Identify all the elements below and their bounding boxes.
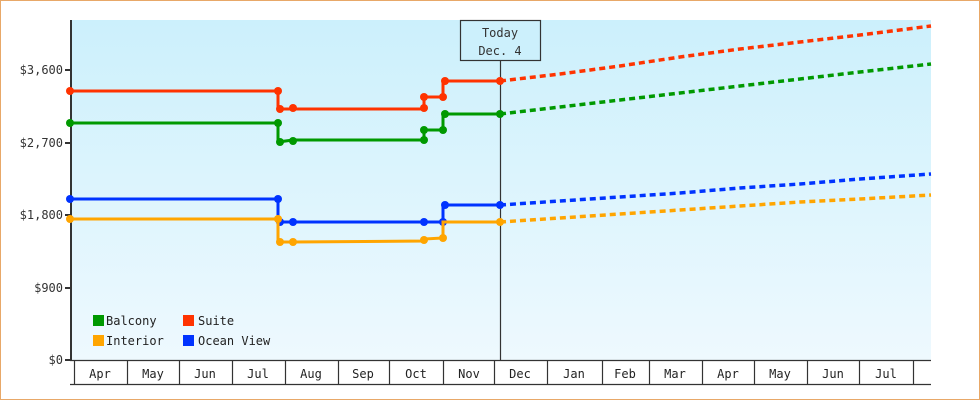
data-point[interactable] <box>496 201 504 209</box>
data-point[interactable] <box>420 93 428 101</box>
today-marker: Today Dec. 4 <box>459 19 542 360</box>
x-tick-label: Dec <box>509 367 531 381</box>
x-tick-labels: Apr May Jun Jul Aug Sep Oct Nov Dec Jan … <box>89 367 897 381</box>
series-ocean-view <box>66 172 932 226</box>
data-point[interactable] <box>274 195 282 203</box>
series-balcony <box>66 62 932 146</box>
data-point[interactable] <box>289 238 297 246</box>
legend-label: Interior <box>106 334 164 348</box>
data-point[interactable] <box>289 218 297 226</box>
data-point[interactable] <box>496 218 504 226</box>
legend-item-interior[interactable]: Interior <box>93 334 164 348</box>
data-point[interactable] <box>441 201 449 209</box>
y-tick-label: $900 <box>34 281 63 295</box>
x-tick-label: Feb <box>614 367 636 381</box>
legend: Balcony Suite Interior Ocean View <box>93 314 271 348</box>
data-point[interactable] <box>274 87 282 95</box>
data-point[interactable] <box>276 138 284 146</box>
data-point[interactable] <box>66 87 74 95</box>
legend-label: Ocean View <box>198 334 271 348</box>
data-point[interactable] <box>439 93 447 101</box>
data-point[interactable] <box>66 215 74 223</box>
legend-item-suite[interactable]: Suite <box>183 314 234 328</box>
x-tick-label: Apr <box>89 367 111 381</box>
x-tick-label: Apr <box>717 367 739 381</box>
data-point[interactable] <box>289 137 297 145</box>
x-tick-label: Jul <box>247 367 269 381</box>
legend-swatch-icon <box>183 335 194 346</box>
legend-swatch-icon <box>93 335 104 346</box>
legend-label: Balcony <box>106 314 157 328</box>
data-point[interactable] <box>441 110 449 118</box>
data-point[interactable] <box>276 105 284 113</box>
x-tick-label: Nov <box>458 367 480 381</box>
data-point[interactable] <box>276 238 284 246</box>
data-point[interactable] <box>439 126 447 134</box>
data-point[interactable] <box>420 136 428 144</box>
series-suite <box>66 24 932 113</box>
x-tick-label: Jun <box>194 367 216 381</box>
y-tick-label: $3,600 <box>20 63 63 77</box>
data-point[interactable] <box>420 218 428 226</box>
y-axis: $0 $900 $1,800 $2,700 $3,600 <box>20 20 72 367</box>
data-point[interactable] <box>274 215 282 223</box>
x-tick-label: Oct <box>405 367 427 381</box>
x-tick-label: Jan <box>563 367 585 381</box>
x-tick-label: Jun <box>822 367 844 381</box>
x-tick-label: May <box>769 367 791 381</box>
y-tick-label: $2,700 <box>20 136 63 150</box>
data-point[interactable] <box>420 126 428 134</box>
data-point[interactable] <box>496 77 504 85</box>
legend-swatch-icon <box>93 315 104 326</box>
data-point[interactable] <box>420 104 428 112</box>
y-tick-label: $0 <box>49 353 63 367</box>
y-tick-label: $1,800 <box>20 208 63 222</box>
x-tick-label: Aug <box>300 367 322 381</box>
data-point[interactable] <box>420 236 428 244</box>
legend-item-balcony[interactable]: Balcony <box>93 314 157 328</box>
legend-swatch-icon <box>183 315 194 326</box>
legend-item-ocean-view[interactable]: Ocean View <box>183 334 271 348</box>
series-interior <box>66 193 932 246</box>
data-point[interactable] <box>66 195 74 203</box>
data-point[interactable] <box>274 119 282 127</box>
data-point[interactable] <box>441 77 449 85</box>
data-point[interactable] <box>289 104 297 112</box>
x-tick-label: Jul <box>875 367 897 381</box>
x-tick-label: May <box>142 367 164 381</box>
x-axis <box>70 359 931 386</box>
today-date: Dec. 4 <box>478 44 521 58</box>
x-tick-label: Mar <box>664 367 686 381</box>
x-tick-label: Sep <box>352 367 374 381</box>
data-point[interactable] <box>496 110 504 118</box>
legend-label: Suite <box>198 314 234 328</box>
today-label: Today <box>482 26 518 40</box>
data-point[interactable] <box>439 234 447 242</box>
data-point[interactable] <box>66 119 74 127</box>
